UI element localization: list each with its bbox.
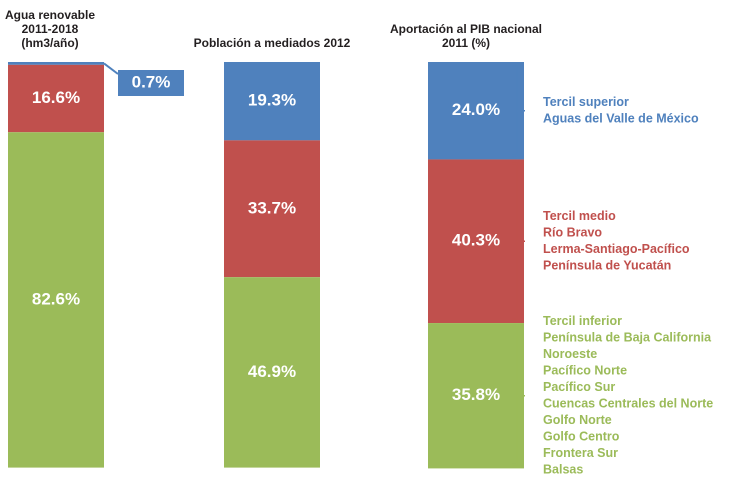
value-label: 0.7%	[132, 72, 171, 91]
label-box	[118, 70, 184, 96]
label-connector	[103, 62, 119, 75]
region-label: Pacífico Sur	[543, 380, 615, 394]
category-label: 2011 (%)	[442, 36, 490, 50]
bar-segment	[8, 132, 104, 468]
region-label: Golfo Centro	[543, 429, 620, 443]
region-label: Península de Yucatán	[543, 258, 671, 272]
region-label: Pacífico Norte	[543, 363, 627, 377]
value-label: 82.6%	[32, 289, 80, 308]
category-label: (hm3/año)	[21, 36, 78, 50]
region-label: Balsas	[543, 462, 583, 476]
bar-segment	[224, 62, 320, 141]
region-label: Río Bravo	[543, 225, 602, 239]
region-label: Frontera Sur	[543, 446, 618, 460]
category-label: 2011-2018	[22, 22, 79, 36]
bracket	[512, 65, 525, 157]
category-label: Población a mediados 2012	[194, 36, 351, 50]
region-label: Lerma-Santiago-Pacífico	[543, 242, 690, 256]
region-label: Golfo Norte	[543, 413, 612, 427]
bracket	[512, 162, 525, 320]
category-label: Aportación al PIB nacional	[390, 22, 542, 36]
legend-entry: Tercil inferior	[543, 314, 622, 328]
value-label: 16.6%	[32, 88, 80, 107]
value-label: 35.8%	[452, 385, 500, 404]
bar-segment	[428, 62, 524, 160]
value-label: 19.3%	[248, 91, 296, 110]
value-label: 46.9%	[248, 362, 296, 381]
bar-segment	[428, 159, 524, 324]
value-label: 40.3%	[452, 231, 500, 250]
legend-entry: Tercil superior	[543, 95, 629, 109]
legend-entry: Tercil medio	[543, 209, 616, 223]
region-label: Noroeste	[543, 347, 597, 361]
region-label: Cuencas Centrales del Norte	[543, 396, 713, 410]
region-label: Península de Baja California	[543, 330, 712, 344]
bar-segment	[224, 277, 320, 468]
bar-segment	[8, 62, 104, 65]
value-label: 24.0%	[452, 100, 500, 119]
bar-segment	[8, 64, 104, 133]
bar-segment	[428, 323, 524, 469]
region-label: Aguas del Valle de México	[543, 111, 699, 125]
bar-segment	[224, 140, 320, 278]
category-label: Agua renovable	[5, 8, 95, 22]
value-label: 33.7%	[248, 198, 296, 217]
bracket	[512, 326, 525, 466]
